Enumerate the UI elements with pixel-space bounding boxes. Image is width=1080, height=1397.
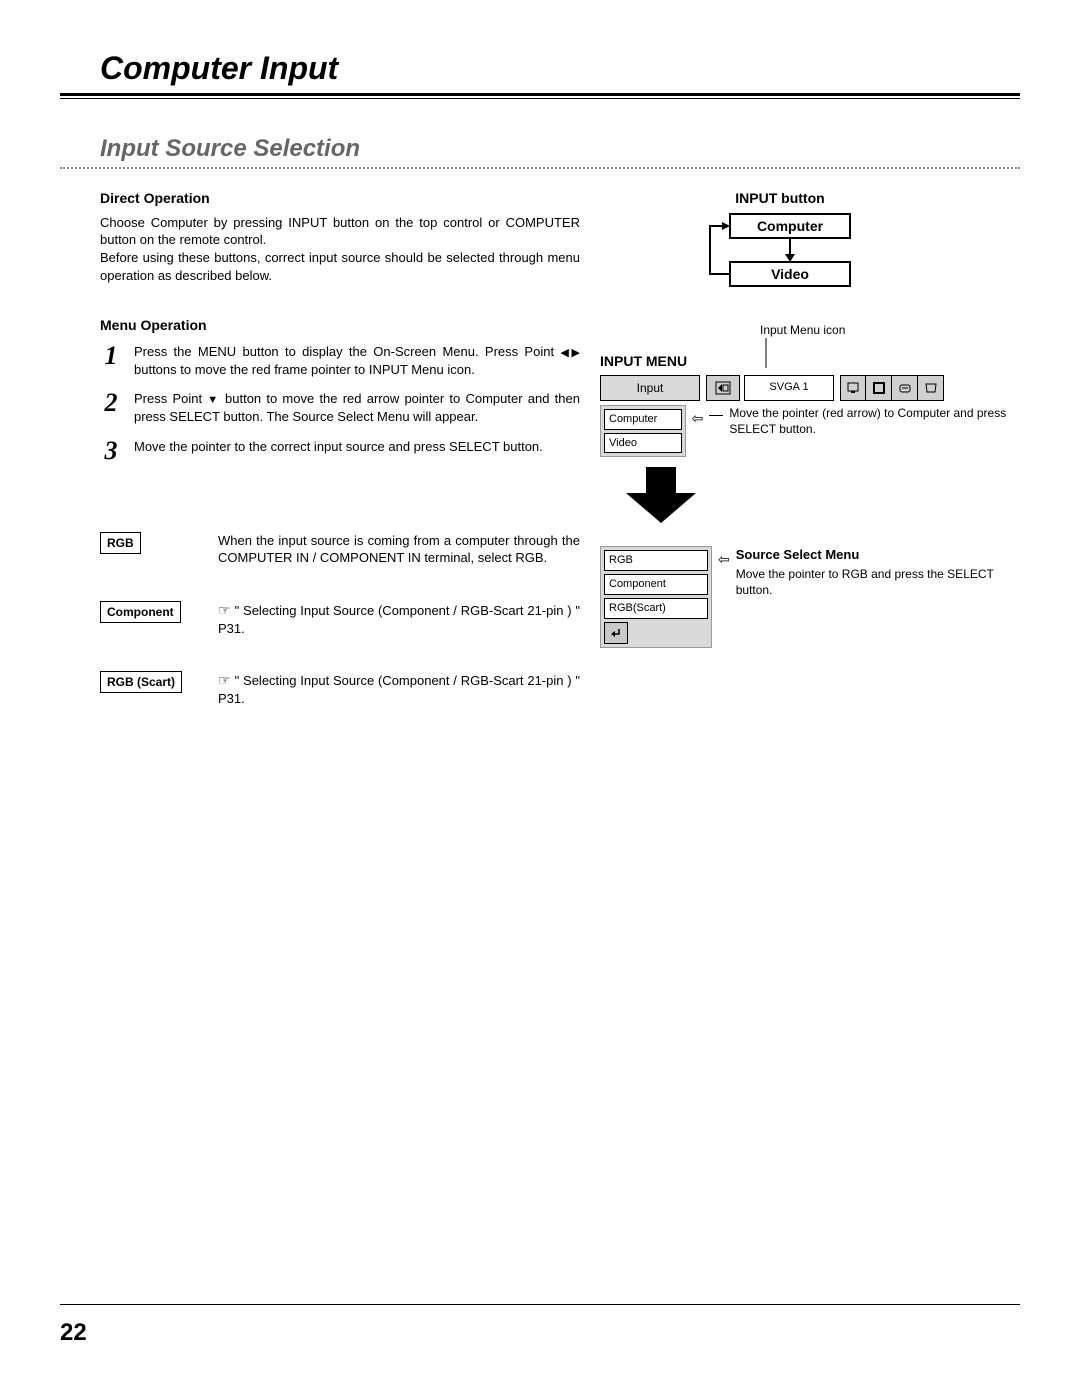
step-row: 1 Press the MENU button to display the O… xyxy=(100,343,580,378)
step-text-a: Press the MENU button to display the On-… xyxy=(134,344,560,359)
step-text-b: buttons to move the red frame pointer to… xyxy=(134,362,475,377)
hand-pointer-icon: ☞ xyxy=(218,602,235,618)
menu-icon-2 xyxy=(866,375,892,401)
menu-bar-label: Input xyxy=(600,375,700,401)
direct-operation-heading: Direct Operation xyxy=(100,189,580,208)
step-text: Press Point ▼ button to move the red arr… xyxy=(134,390,580,425)
direct-operation-p1: Choose Computer by pressing INPUT button… xyxy=(100,214,580,249)
input-menu-selected-icon xyxy=(706,375,740,401)
source-row: Component ☞ " Selecting Input Source (Co… xyxy=(100,601,580,637)
input-button-title: INPUT button xyxy=(670,189,890,208)
source-desc: When the input source is coming from a c… xyxy=(218,532,580,567)
page-number: 22 xyxy=(60,1319,87,1347)
flow-diagram: Computer Video xyxy=(690,212,870,292)
menu-icon-4 xyxy=(918,375,944,401)
step-text: Move the pointer to the correct input so… xyxy=(134,438,580,456)
source-label: RGB xyxy=(100,532,141,554)
source-desc-text: " Selecting Input Source (Component / RG… xyxy=(218,603,580,636)
input-dropdown-note: Move the pointer (red arrow) to Computer… xyxy=(729,405,1020,437)
input-menu-title: INPUT MENU xyxy=(600,352,1020,371)
menu-icon-3 xyxy=(892,375,918,401)
dropdown-item: Computer xyxy=(604,409,682,430)
svg-text:Video: Video xyxy=(771,266,809,282)
pointer-left-icon: ⇦ xyxy=(692,405,704,428)
input-dropdown: Computer Video xyxy=(600,405,686,458)
leader-line xyxy=(765,338,767,368)
step-text: Press the MENU button to display the On-… xyxy=(134,343,580,378)
point-down-icon: ▼ xyxy=(207,394,220,406)
dropdown-item: RGB xyxy=(604,550,708,571)
step-number: 3 xyxy=(100,438,122,464)
step-row: 2 Press Point ▼ button to move the red a… xyxy=(100,390,580,425)
hand-pointer-icon: ☞ xyxy=(218,672,235,688)
step-text-a: Press Point xyxy=(134,391,207,406)
menu-icon-1 xyxy=(840,375,866,401)
footer-rule xyxy=(60,1304,1020,1305)
chapter-rule xyxy=(60,93,1020,99)
source-label: RGB (Scart) xyxy=(100,671,182,693)
step-number: 1 xyxy=(100,343,122,369)
source-desc: ☞ " Selecting Input Source (Component / … xyxy=(218,671,580,707)
source-row: RGB (Scart) ☞ " Selecting Input Source (… xyxy=(100,671,580,707)
point-lr-icon: ◀▶ xyxy=(560,347,580,359)
source-select-note: Move the pointer to RGB and press the SE… xyxy=(736,566,1020,598)
return-icon xyxy=(604,622,628,644)
dropdown-item: RGB(Scart) xyxy=(604,598,708,619)
source-select-title: Source Select Menu xyxy=(736,546,1020,564)
menu-bar-mode: SVGA 1 xyxy=(744,375,834,401)
section-title: Input Source Selection xyxy=(60,135,1020,163)
pointer-left-icon: ⇦ xyxy=(718,546,730,569)
menu-operation-heading: Menu Operation xyxy=(100,316,580,335)
source-select-dropdown: RGB Component RGB(Scart) xyxy=(600,546,712,648)
svg-text:Computer: Computer xyxy=(757,218,824,234)
dropdown-item: Component xyxy=(604,574,708,595)
source-label: Component xyxy=(100,601,181,623)
dropdown-item: Video xyxy=(604,433,682,454)
source-desc-text: " Selecting Input Source (Component / RG… xyxy=(218,673,580,706)
direct-operation-p2: Before using these buttons, correct inpu… xyxy=(100,249,580,284)
step-row: 3 Move the pointer to the correct input … xyxy=(100,438,580,464)
step-text-a: Move the pointer to the correct input so… xyxy=(134,439,543,454)
leader-line xyxy=(709,415,723,416)
step-number: 2 xyxy=(100,390,122,416)
menu-bar: Input SVGA 1 xyxy=(600,375,1020,401)
input-menu-icon-label: Input Menu icon xyxy=(760,322,845,338)
chapter-title: Computer Input xyxy=(60,50,1020,93)
section-dotted-rule xyxy=(60,167,1020,169)
big-down-arrow-icon xyxy=(626,467,696,523)
source-desc: ☞ " Selecting Input Source (Component / … xyxy=(218,601,580,637)
source-row: RGB When the input source is coming from… xyxy=(100,532,580,567)
